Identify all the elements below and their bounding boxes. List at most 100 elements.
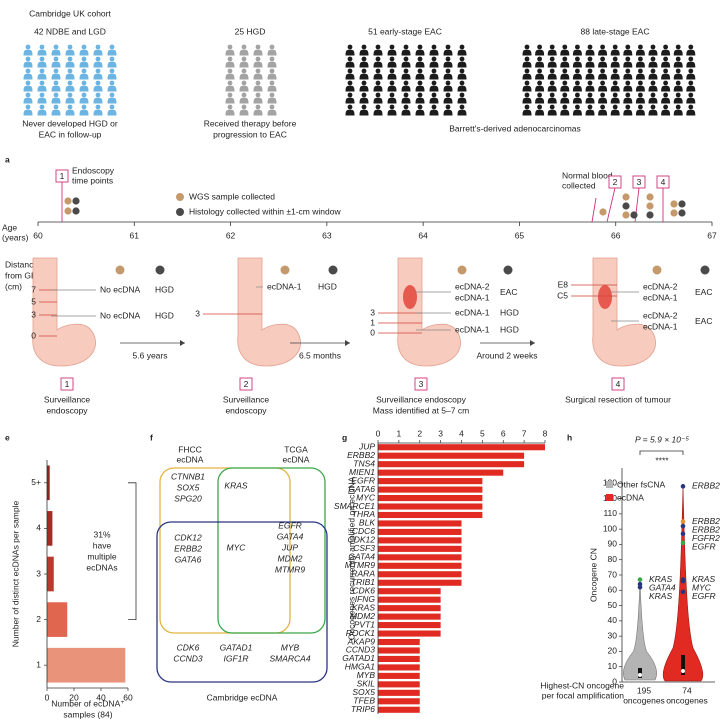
- bar: [378, 630, 441, 637]
- y-tick-label: 100: [603, 523, 617, 533]
- person-head: [625, 68, 631, 74]
- person-head: [688, 56, 694, 62]
- person-head: [575, 80, 580, 86]
- arrow-head: [180, 340, 185, 346]
- y-tick-label: 40: [608, 615, 618, 625]
- person-head: [241, 68, 247, 74]
- person-head: [39, 44, 45, 50]
- person-body: [443, 73, 453, 80]
- person-head: [375, 56, 381, 62]
- point-label: KRAS: [649, 591, 672, 601]
- histology-label: EAC: [500, 287, 517, 297]
- person-head: [587, 68, 593, 74]
- gene: JUP: [281, 542, 298, 552]
- y-tick-label: SMARCE1: [334, 501, 375, 511]
- person-body: [415, 49, 425, 56]
- person-body: [267, 97, 277, 104]
- person-body: [23, 73, 33, 80]
- person-body: [686, 49, 696, 56]
- person-head: [663, 56, 668, 62]
- distance-label: 0: [31, 330, 36, 340]
- person-body: [635, 97, 645, 104]
- person-head: [269, 104, 275, 110]
- person-body: [429, 109, 439, 116]
- sample-dot: [622, 202, 630, 210]
- person-body: [635, 49, 645, 56]
- bar: [378, 588, 441, 595]
- person-body: [65, 73, 75, 80]
- endoscopy-caption: Surveillance: [223, 394, 270, 404]
- person-head: [81, 68, 87, 74]
- person-head: [25, 56, 31, 62]
- y-tick-label: MIEN1: [349, 467, 375, 477]
- person-head: [67, 56, 73, 62]
- x-tick-label: 8: [543, 428, 548, 438]
- person-body: [225, 85, 235, 92]
- bar: [378, 528, 462, 535]
- bar: [47, 602, 68, 637]
- y-tick-label: SOX5: [352, 687, 375, 697]
- interval-label: Around 2 weeks: [477, 350, 538, 360]
- person-body: [673, 85, 683, 92]
- person-body: [387, 49, 397, 56]
- person-body: [598, 73, 608, 80]
- y-tick-label: 70: [608, 569, 618, 579]
- bar: [378, 545, 462, 552]
- person-head: [575, 68, 580, 74]
- person-body: [623, 73, 633, 80]
- ecdna-label: ecDNA-1: [455, 292, 490, 302]
- x-tick-label: 0: [376, 428, 381, 438]
- sample-dot: [646, 202, 654, 210]
- point-label: EGFR: [692, 591, 716, 601]
- annotation: time points: [72, 175, 113, 185]
- axis-title: (years): [2, 232, 29, 242]
- person-head: [638, 44, 643, 50]
- person-body: [560, 97, 570, 104]
- person-head: [109, 68, 115, 74]
- person-body: [585, 109, 595, 116]
- person-head: [255, 44, 261, 50]
- person-body: [443, 61, 453, 68]
- x-tick-label: 1: [397, 428, 402, 438]
- person-body: [79, 61, 89, 68]
- person-head: [663, 44, 668, 50]
- x-tick-label: oncogenes: [666, 695, 708, 705]
- gene: MDM2: [277, 553, 302, 563]
- x-tick-label: 4: [459, 428, 464, 438]
- person-head: [600, 44, 605, 50]
- person-head: [417, 56, 423, 62]
- person-body: [93, 109, 103, 116]
- y-tick-label: TFEB: [353, 696, 375, 706]
- person-body: [686, 97, 696, 104]
- cohort-caption: Never developed HGD or: [22, 118, 118, 128]
- person-body: [686, 85, 696, 92]
- histology-label: HGD: [155, 310, 174, 320]
- person-head: [241, 104, 247, 110]
- person-body: [457, 49, 467, 56]
- person-body: [457, 73, 467, 80]
- distance-label: E8: [558, 279, 569, 289]
- person-body: [661, 61, 671, 68]
- person-body: [401, 61, 411, 68]
- endoscopy-box: [611, 377, 625, 391]
- endoscopy-box-label: 4: [616, 379, 621, 389]
- x-tick-label: 5: [480, 428, 485, 438]
- arrow-head: [345, 340, 350, 346]
- person-body: [443, 85, 453, 92]
- person-head: [650, 68, 656, 74]
- cohort-caption: Received therapy before: [204, 118, 297, 128]
- person-body: [635, 73, 645, 80]
- person-body: [623, 109, 633, 116]
- person-body: [585, 73, 595, 80]
- person-head: [25, 68, 31, 74]
- set-label: ecDNA: [283, 454, 310, 464]
- bar: [378, 461, 525, 468]
- sample-dot: [646, 211, 654, 219]
- bar: [378, 613, 441, 620]
- person-head: [269, 92, 275, 98]
- person-head: [537, 44, 542, 50]
- interval-label: 6.5 months: [299, 350, 341, 360]
- bar: [378, 605, 441, 612]
- y-tick-label: IFNG: [355, 594, 376, 604]
- y-tick-label: PVT1: [354, 619, 376, 629]
